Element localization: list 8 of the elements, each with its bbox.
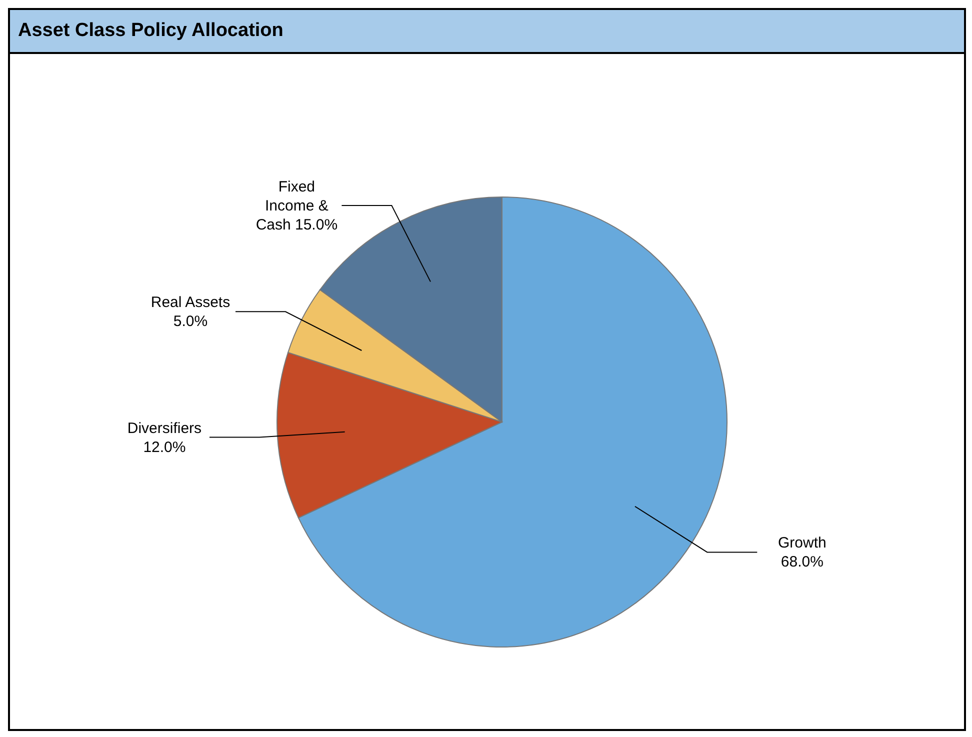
chart-title: Asset Class Policy Allocation (10, 10, 964, 54)
slice-label: Diversifiers (127, 420, 202, 437)
slice-label: Fixed Income & Cash 15.0% (256, 178, 338, 234)
data-label: 5.0% (173, 313, 208, 330)
data-label: 68.0% (780, 554, 824, 571)
slice-label: Real Assets (150, 294, 230, 312)
slice-label: Growth (778, 534, 826, 552)
data-label: 12.0% (143, 438, 186, 456)
